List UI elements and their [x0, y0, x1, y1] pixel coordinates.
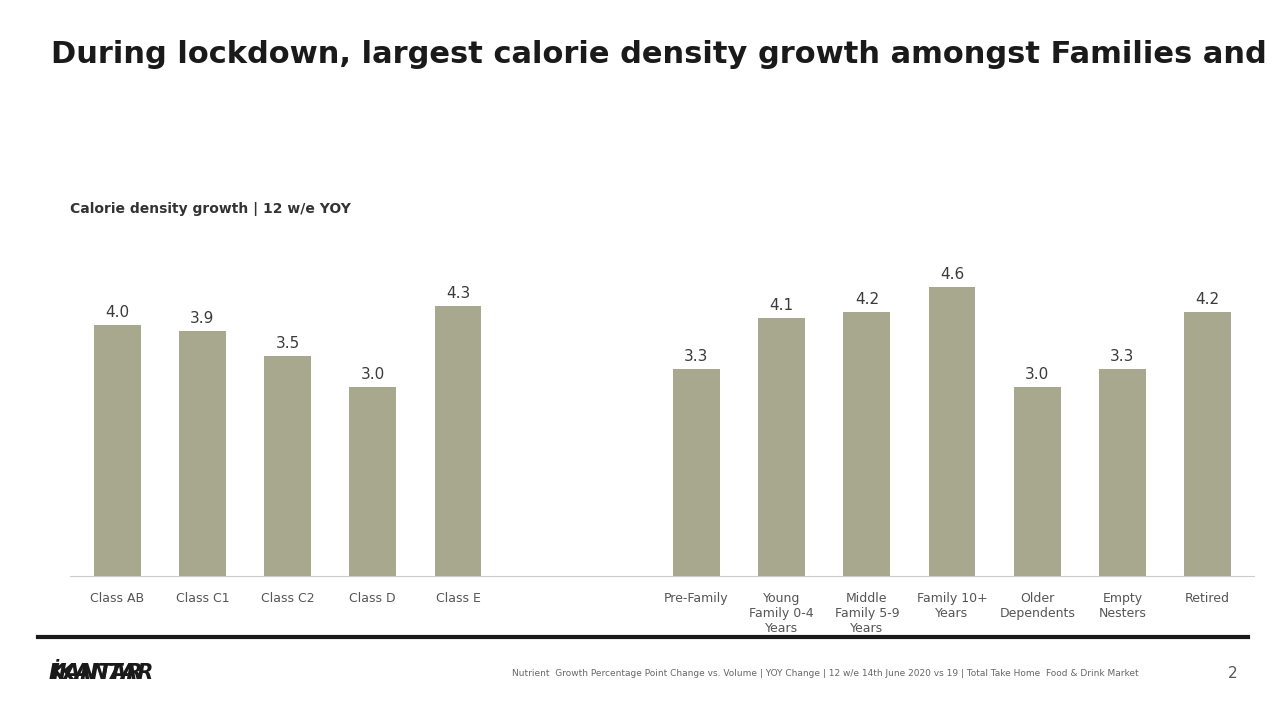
Bar: [434, 306, 481, 576]
Text: 4.0: 4.0: [105, 305, 129, 320]
Text: 3.5: 3.5: [275, 336, 300, 351]
Text: KANTAR: KANTAR: [49, 663, 143, 683]
Bar: [928, 287, 975, 576]
Bar: [1100, 369, 1146, 576]
Text: 3.3: 3.3: [1110, 348, 1134, 364]
Bar: [93, 325, 141, 576]
Text: İKANTAR: İKANTAR: [51, 663, 154, 683]
Text: 3.0: 3.0: [361, 367, 385, 382]
Text: 4.2: 4.2: [1196, 292, 1220, 307]
Text: 4.6: 4.6: [940, 267, 964, 282]
Bar: [673, 369, 719, 576]
Text: 4.1: 4.1: [769, 298, 794, 313]
Bar: [1014, 387, 1061, 576]
Text: 2: 2: [1228, 666, 1238, 680]
Bar: [1184, 312, 1231, 576]
Bar: [179, 331, 225, 576]
Bar: [844, 312, 891, 576]
Text: Calorie density growth | 12 w/e YOY: Calorie density growth | 12 w/e YOY: [70, 202, 351, 215]
Text: 3.0: 3.0: [1025, 367, 1050, 382]
Text: Nutrient  Growth Percentage Point Change vs. Volume | YOY Change | 12 w/e 14th J: Nutrient Growth Percentage Point Change …: [512, 669, 1139, 678]
Bar: [264, 356, 311, 576]
Text: 4.3: 4.3: [445, 286, 470, 301]
Text: 4.2: 4.2: [855, 292, 879, 307]
Text: During lockdown, largest calorie density growth amongst Families and Retired: During lockdown, largest calorie density…: [51, 40, 1280, 68]
Bar: [758, 318, 805, 576]
Text: 3.9: 3.9: [191, 311, 215, 326]
Bar: [349, 387, 397, 576]
Text: 3.3: 3.3: [685, 348, 709, 364]
